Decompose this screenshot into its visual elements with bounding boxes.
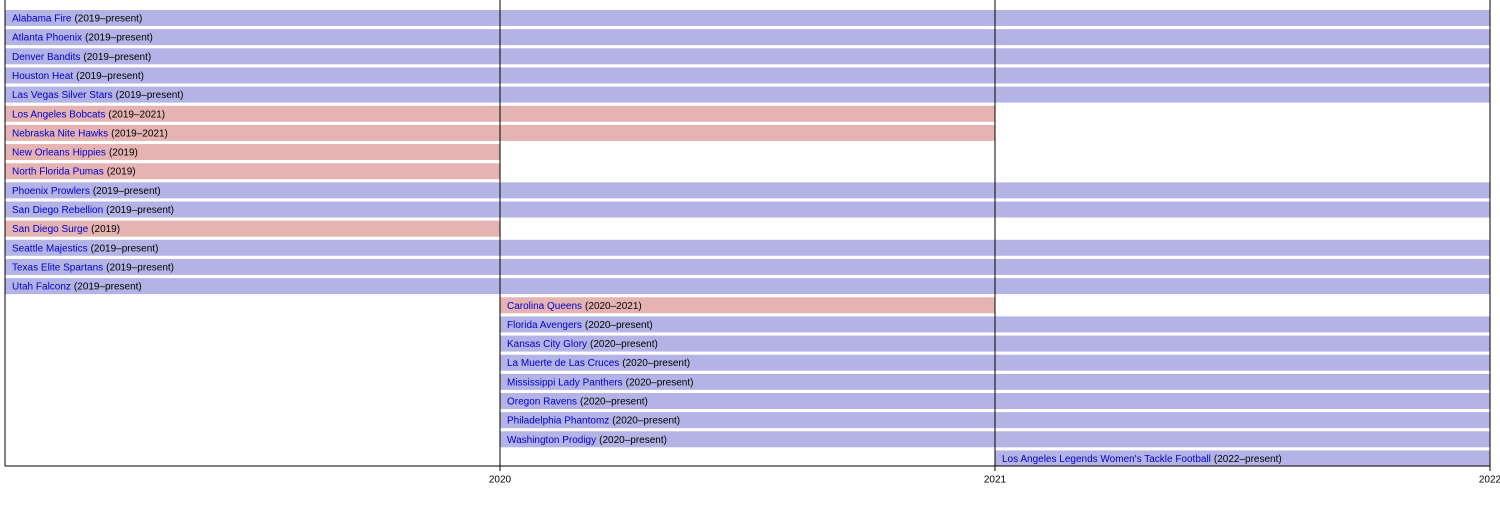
- team-period: (2022–present): [1214, 454, 1282, 465]
- bar-label: Philadelphia Phantomz (2020–present): [507, 415, 680, 426]
- x-tick-label: 2021: [984, 475, 1007, 486]
- bar: [5, 182, 1490, 199]
- bar: [5, 144, 500, 161]
- bar-label: Las Vegas Silver Stars (2019–present): [12, 90, 183, 101]
- team-period: (2020–present): [622, 358, 690, 369]
- bar-label: San Diego Rebellion (2019–present): [12, 205, 174, 216]
- bar-label: Los Angeles Bobcats (2019–2021): [12, 109, 165, 120]
- bar-label: Kansas City Glory (2020–present): [507, 339, 658, 350]
- bar-label: Los Angeles Legends Women's Tackle Footb…: [1002, 454, 1282, 465]
- bar: [5, 258, 1490, 275]
- bar-label: Atlanta Phoenix (2019–present): [12, 32, 153, 43]
- bar: [5, 239, 1490, 256]
- team-name[interactable]: Denver Bandits: [12, 51, 80, 62]
- bar-label: La Muerte de Las Cruces (2020–present): [507, 358, 690, 369]
- bar-label: Houston Heat (2019–present): [12, 71, 144, 82]
- bar-label: Texas Elite Spartans (2019–present): [12, 262, 174, 273]
- bar-label: San Diego Surge (2019): [12, 224, 120, 235]
- team-name[interactable]: Washington Prodigy: [507, 434, 596, 445]
- bar-label: Denver Bandits (2019–present): [12, 51, 151, 62]
- team-period: (2020–present): [580, 396, 648, 407]
- team-name[interactable]: Las Vegas Silver Stars: [12, 90, 113, 101]
- team-period: (2019): [91, 224, 120, 235]
- x-tick-label: 2022: [1479, 475, 1500, 486]
- team-name[interactable]: North Florida Pumas: [12, 166, 104, 177]
- team-name[interactable]: Florida Avengers: [507, 320, 582, 331]
- bar-label: Mississippi Lady Panthers (2020–present): [507, 377, 693, 388]
- bar: [5, 86, 1490, 103]
- bar: [5, 163, 500, 180]
- team-period: (2020–present): [612, 415, 680, 426]
- bar: [5, 48, 1490, 65]
- team-period: (2019–present): [91, 243, 159, 254]
- bar-label: Alabama Fire (2019–present): [12, 13, 142, 24]
- team-period: (2019–present): [74, 13, 142, 24]
- team-name[interactable]: San Diego Rebellion: [12, 205, 103, 216]
- team-name[interactable]: Kansas City Glory: [507, 339, 587, 350]
- bar-label: Oregon Ravens (2020–present): [507, 396, 648, 407]
- team-name[interactable]: Los Angeles Legends Women's Tackle Footb…: [1002, 454, 1211, 465]
- team-name[interactable]: Phoenix Prowlers: [12, 185, 90, 196]
- bar-label: Seattle Majestics (2019–present): [12, 243, 158, 254]
- bar-label: New Orleans Hippies (2019): [12, 147, 138, 158]
- bar-label: Nebraska Nite Hawks (2019–2021): [12, 128, 168, 139]
- team-name[interactable]: Utah Falconz: [12, 281, 71, 292]
- team-period: (2019–present): [93, 185, 161, 196]
- team-period: (2019): [107, 166, 136, 177]
- bar: [5, 220, 500, 237]
- team-period: (2019): [109, 147, 138, 158]
- team-period: (2020–present): [585, 320, 653, 331]
- team-period: (2019–2021): [111, 128, 168, 139]
- team-name[interactable]: Nebraska Nite Hawks: [12, 128, 108, 139]
- team-name[interactable]: Texas Elite Spartans: [12, 262, 103, 273]
- team-period: (2019–present): [106, 262, 174, 273]
- bar: [5, 278, 1490, 295]
- bar: [995, 450, 1490, 467]
- bar-label: Utah Falconz (2019–present): [12, 281, 142, 292]
- bar-label: Phoenix Prowlers (2019–present): [12, 185, 161, 196]
- team-name[interactable]: Alabama Fire: [12, 13, 72, 24]
- team-period: (2019–present): [116, 90, 184, 101]
- team-name[interactable]: Oregon Ravens: [507, 396, 577, 407]
- team-name[interactable]: Los Angeles Bobcats: [12, 109, 105, 120]
- team-period: (2019–2021): [108, 109, 165, 120]
- team-period: (2020–present): [626, 377, 694, 388]
- team-name[interactable]: Carolina Queens: [507, 300, 582, 311]
- bar-label: North Florida Pumas (2019): [12, 166, 136, 177]
- team-period: (2019–present): [85, 32, 153, 43]
- bar-label: Florida Avengers (2020–present): [507, 320, 653, 331]
- team-name[interactable]: San Diego Surge: [12, 224, 89, 235]
- bar-label: Carolina Queens (2020–2021): [507, 300, 642, 311]
- team-period: (2019–present): [76, 71, 144, 82]
- team-period: (2020–2021): [585, 300, 642, 311]
- team-period: (2020–present): [590, 339, 658, 350]
- team-period: (2019–present): [83, 51, 151, 62]
- bar-label: Washington Prodigy (2020–present): [507, 434, 667, 445]
- team-name[interactable]: Atlanta Phoenix: [12, 32, 82, 43]
- team-period: (2019–present): [74, 281, 142, 292]
- team-period: (2020–present): [599, 434, 667, 445]
- bar: [5, 10, 1490, 26]
- bar: [5, 201, 1490, 218]
- team-name[interactable]: New Orleans Hippies: [12, 147, 106, 158]
- bar: [5, 29, 1490, 46]
- bar: [5, 67, 1490, 84]
- team-name[interactable]: Philadelphia Phantomz: [507, 415, 609, 426]
- team-period: (2019–present): [106, 205, 174, 216]
- team-name[interactable]: La Muerte de Las Cruces: [507, 358, 619, 369]
- team-name[interactable]: Mississippi Lady Panthers: [507, 377, 623, 388]
- bar: [500, 297, 995, 314]
- team-name[interactable]: Houston Heat: [12, 71, 73, 82]
- team-name[interactable]: Seattle Majestics: [12, 243, 88, 254]
- x-tick-label: 2020: [489, 475, 512, 486]
